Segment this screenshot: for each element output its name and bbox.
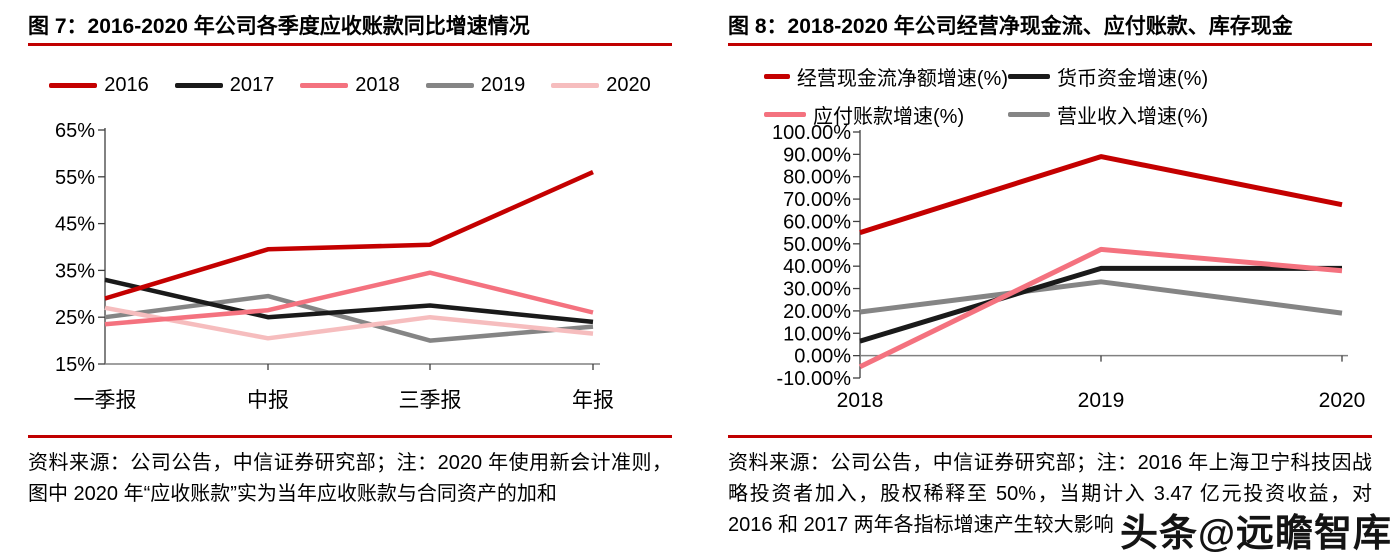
- fig8-title: 图 8：2018-2020 年公司经营净现金流、应付账款、库存现金: [728, 15, 1293, 38]
- legend-swatch: [300, 83, 349, 88]
- legend-swatch: [551, 83, 600, 88]
- y-tick-label: 35%: [55, 260, 95, 282]
- series-line-货币资金增速(%): [859, 265, 1342, 344]
- figure8-panel: 图 8：2018-2020 年公司经营净现金流、应付账款、库存现金 经营现金流净…: [728, 10, 1372, 557]
- y-tick-label: 25%: [55, 307, 95, 329]
- fig7-title-rule: [28, 43, 672, 46]
- y-tick-label: 70.00%: [783, 189, 851, 211]
- legend-item-经营现金流净额增速(%): 经营现金流净额增速(%): [764, 62, 1008, 91]
- legend-swatch: [174, 83, 223, 88]
- fig7-title: 图 7：2016-2020 年公司各季度应收账款同比增速情况: [28, 15, 530, 38]
- y-axis: 100.00%90.00%80.00%70.00%60.00%50.00%40.…: [772, 122, 861, 390]
- legend-label: 2016: [104, 74, 149, 96]
- fig8-bottom-rule: [728, 435, 1372, 438]
- y-tick-label: 10.00%: [783, 323, 851, 345]
- x-tick-label: 2018: [837, 389, 884, 412]
- legend-item-营业收入增速(%): 营业收入增速(%): [1008, 100, 1372, 129]
- fig7-note: 资料来源：公司公告，中信证券研究部；注：2020 年使用新会计准则，图中 202…: [28, 452, 672, 505]
- x-tick-label: 2020: [1319, 389, 1366, 412]
- fig8-line-chart: 100.00%90.00%80.00%70.00%60.00%50.00%40.…: [772, 122, 1366, 412]
- y-tick-label: -10.00%: [777, 368, 852, 390]
- series-line-2017: [104, 277, 594, 325]
- y-tick-label: 100.00%: [772, 122, 851, 144]
- legend-label: 2018: [355, 74, 400, 96]
- legend-swatch: [425, 83, 474, 88]
- legend-item-2016: 2016: [49, 74, 149, 97]
- legend-label: 2019: [480, 74, 526, 96]
- x-axis: 2018 2019 2020: [837, 354, 1366, 412]
- series-line-2018: [104, 270, 594, 327]
- legend-swatch: [1008, 112, 1050, 117]
- y-tick-label: 0.00%: [794, 346, 851, 368]
- legend-swatch: [1008, 74, 1050, 79]
- fig7-line-chart: 65% 55% 45% 35% 25% 15% 一季报 中报 三季报 年报: [55, 120, 614, 412]
- y-tick-label: 30.00%: [783, 279, 851, 301]
- legend-label: 货币资金增速(%): [1057, 68, 1209, 90]
- y-tick-label: 80.00%: [783, 167, 851, 189]
- legend-item-应付账款增速(%): 应付账款增速(%): [764, 100, 1008, 129]
- fig8-legend: 经营现金流净额增速(%) 货币资金增速(%) 应付账款增速(%) 营业收入增速(%): [764, 62, 1372, 129]
- legend-swatch: [49, 83, 98, 88]
- legend-label: 应付账款增速(%): [813, 106, 965, 128]
- legend-swatch: [764, 74, 790, 79]
- fig8-title-rule: [728, 43, 1372, 46]
- legend-swatch: [764, 112, 806, 117]
- x-axis: 一季报 中报 三季报 年报: [74, 363, 614, 412]
- y-tick-label: 20.00%: [783, 301, 851, 323]
- y-tick-label: 40.00%: [783, 256, 851, 278]
- legend-label: 2017: [229, 74, 275, 96]
- fig7-bottom-rule: [28, 435, 672, 438]
- y-tick-label: 55%: [55, 167, 95, 189]
- y-tick-label: 45%: [55, 214, 95, 236]
- fig8-note: 资料来源：公司公告，中信证券研究部；注：2016 年上海卫宁科技因战略投资者加入…: [728, 452, 1372, 536]
- series-line-经营现金流净额增速(%): [859, 154, 1343, 235]
- x-tick-label: 三季报: [399, 389, 462, 412]
- legend-label: 经营现金流净额增速(%): [796, 68, 1008, 90]
- x-tick-label: 年报: [572, 389, 614, 412]
- watermark: 头条@远瞻智库: [1120, 513, 1393, 555]
- legend-item-2018: 2018: [300, 74, 400, 97]
- y-tick-label: 60.00%: [783, 211, 851, 233]
- x-tick-label: 2019: [1078, 389, 1125, 412]
- y-axis: 65% 55% 45% 35% 25% 15%: [55, 120, 106, 376]
- y-tick-label: 65%: [55, 120, 95, 142]
- legend-item-2017: 2017: [174, 74, 275, 97]
- legend-label: 2020: [606, 74, 651, 96]
- y-tick-label: 15%: [55, 354, 95, 376]
- series-line-营业收入增速(%): [859, 279, 1343, 316]
- y-tick-label: 50.00%: [783, 234, 851, 256]
- series-line-2016: [104, 170, 594, 301]
- series-line-2019: [104, 293, 594, 343]
- fig7-legend: 2016 2017 2018 2019 2020: [28, 74, 672, 97]
- series-line-应付账款增速(%): [858, 246, 1343, 370]
- figure7-panel: 图 7：2016-2020 年公司各季度应收账款同比增速情况 2016 2017 2…: [28, 10, 672, 557]
- legend-label: 营业收入增速(%): [1057, 106, 1209, 128]
- y-tick-label: 90.00%: [783, 144, 851, 166]
- legend-item-2019: 2019: [425, 74, 526, 97]
- x-tick-label: 一季报: [74, 389, 137, 412]
- legend-item-货币资金增速(%): 货币资金增速(%): [1008, 62, 1372, 91]
- series-line-2020: [104, 305, 594, 341]
- x-tick-label: 中报: [247, 389, 289, 412]
- legend-item-2020: 2020: [551, 74, 651, 97]
